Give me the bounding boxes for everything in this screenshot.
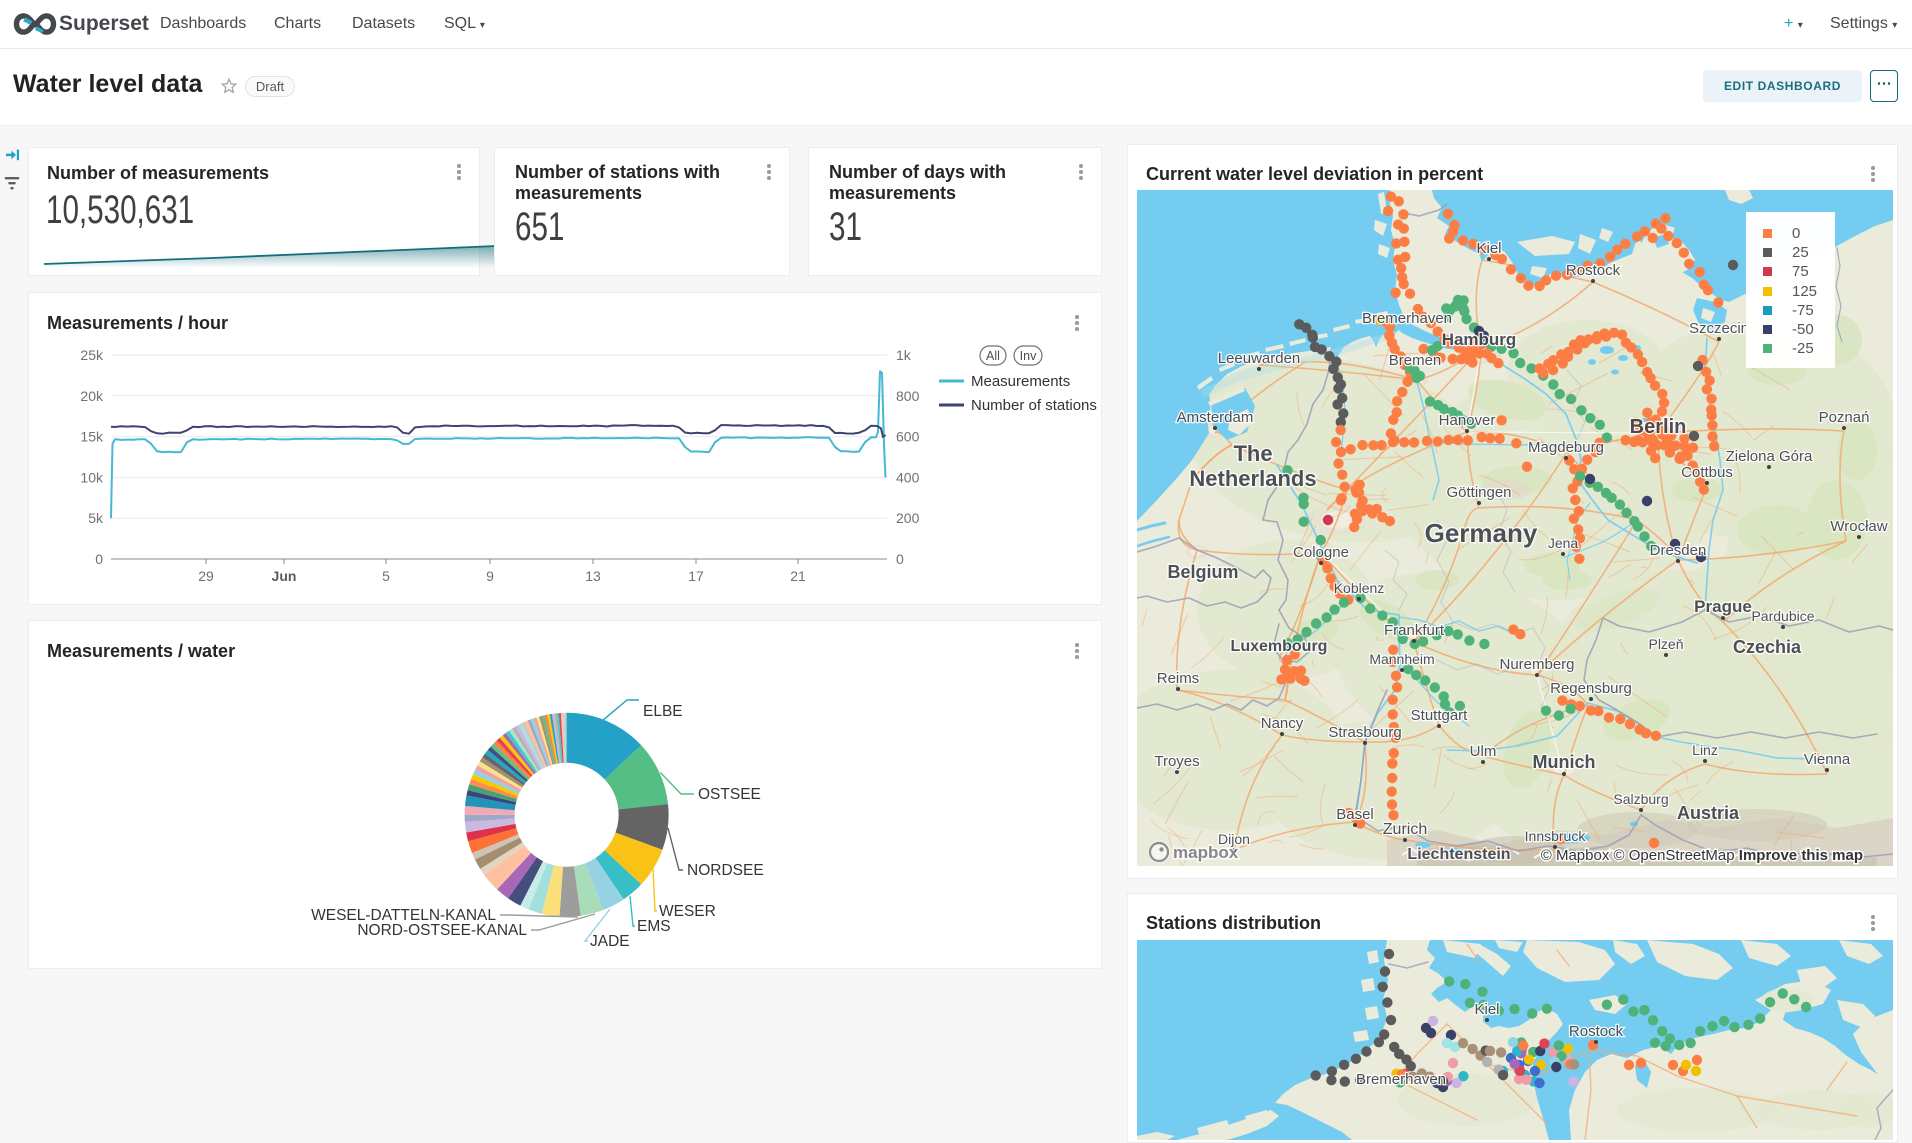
svg-text:Linz: Linz: [1692, 742, 1718, 758]
svg-text:17: 17: [688, 568, 704, 584]
svg-text:200: 200: [896, 510, 920, 526]
svg-text:Poznań: Poznań: [1819, 409, 1870, 426]
svg-text:125: 125: [1792, 283, 1817, 300]
svg-text:Amsterdam: Amsterdam: [1177, 409, 1254, 426]
svg-text:Strasbourg: Strasbourg: [1328, 724, 1401, 741]
svg-text:Inv: Inv: [1020, 349, 1037, 363]
svg-text:Plzeň: Plzeň: [1648, 636, 1683, 652]
svg-text:Nancy: Nancy: [1261, 715, 1304, 732]
svg-text:Leeuwarden: Leeuwarden: [1218, 350, 1301, 367]
svg-text:Dijon: Dijon: [1218, 831, 1250, 847]
svg-text:Frankfurt: Frankfurt: [1384, 622, 1445, 639]
svg-text:Netherlands: Netherlands: [1189, 466, 1316, 491]
svg-text:Liechtenstein: Liechtenstein: [1407, 846, 1510, 863]
svg-text:75: 75: [1792, 263, 1809, 280]
svg-text:Bremerhaven: Bremerhaven: [1356, 1071, 1446, 1088]
svg-text:Wrocław: Wrocław: [1830, 518, 1887, 535]
svg-text:25k: 25k: [80, 347, 104, 363]
svg-text:400: 400: [896, 469, 920, 485]
svg-text:JADE: JADE: [590, 933, 630, 950]
svg-text:Cottbus: Cottbus: [1681, 464, 1733, 481]
svg-text:600: 600: [896, 429, 920, 445]
svg-text:13: 13: [585, 568, 601, 584]
svg-text:Koblenz: Koblenz: [1334, 580, 1385, 596]
svg-text:ELBE: ELBE: [643, 703, 683, 720]
svg-text:Berlin: Berlin: [1630, 416, 1687, 438]
svg-text:29: 29: [198, 568, 214, 584]
svg-text:The: The: [1233, 441, 1272, 466]
svg-text:All: All: [986, 349, 1000, 363]
svg-text:Jun: Jun: [272, 568, 297, 584]
svg-text:Nuremberg: Nuremberg: [1499, 656, 1574, 673]
svg-text:800: 800: [896, 388, 920, 404]
svg-text:Salzburg: Salzburg: [1613, 791, 1668, 807]
svg-text:Rostock: Rostock: [1569, 1023, 1624, 1040]
svg-text:25: 25: [1792, 244, 1809, 261]
svg-text:Zurich: Zurich: [1383, 821, 1427, 838]
svg-text:NORD-OSTSEE-KANAL: NORD-OSTSEE-KANAL: [357, 922, 527, 939]
svg-text:Vienna: Vienna: [1804, 751, 1851, 768]
svg-text:Germany: Germany: [1425, 518, 1538, 548]
svg-text:Number of stations: Number of stations: [971, 397, 1097, 414]
svg-text:Rostock: Rostock: [1566, 262, 1621, 279]
svg-text:WESER: WESER: [659, 903, 716, 920]
svg-text:5: 5: [382, 568, 390, 584]
svg-text:Magdeburg: Magdeburg: [1528, 439, 1604, 456]
svg-text:Stuttgart: Stuttgart: [1411, 707, 1469, 724]
svg-text:Cologne: Cologne: [1293, 544, 1349, 561]
svg-text:EMS: EMS: [637, 918, 671, 935]
svg-text:5k: 5k: [88, 510, 104, 526]
svg-text:Göttingen: Göttingen: [1446, 484, 1511, 501]
svg-text:Luxembourg: Luxembourg: [1231, 638, 1328, 655]
svg-text:0: 0: [1792, 225, 1800, 242]
svg-text:Czechia: Czechia: [1733, 637, 1802, 657]
svg-text:© Mapbox © OpenStreetMap Impro: © Mapbox © OpenStreetMap Improve this ma…: [1541, 847, 1863, 864]
svg-text:Troyes: Troyes: [1154, 753, 1199, 770]
svg-text:Basel: Basel: [1336, 806, 1374, 823]
svg-text:Pardubice: Pardubice: [1751, 608, 1814, 624]
svg-text:Kiel: Kiel: [1476, 240, 1501, 257]
svg-text:Mannheim: Mannheim: [1369, 651, 1434, 667]
svg-text:Dresden: Dresden: [1650, 542, 1707, 559]
svg-text:Prague: Prague: [1694, 597, 1752, 616]
svg-text:mapbox: mapbox: [1173, 843, 1239, 862]
svg-text:10k: 10k: [80, 469, 104, 485]
svg-text:15k: 15k: [80, 429, 104, 445]
svg-text:NORDSEE: NORDSEE: [687, 862, 764, 879]
svg-text:Reims: Reims: [1157, 670, 1200, 687]
svg-text:Jena: Jena: [1548, 535, 1579, 551]
svg-text:Munich: Munich: [1533, 752, 1596, 772]
svg-text:Hamburg: Hamburg: [1442, 330, 1517, 349]
svg-text:9: 9: [486, 568, 494, 584]
svg-text:Zielona Góra: Zielona Góra: [1726, 448, 1813, 465]
svg-text:Innsbruck: Innsbruck: [1525, 828, 1587, 844]
svg-text:WESEL-DATTELN-KANAL: WESEL-DATTELN-KANAL: [311, 907, 496, 924]
svg-text:Austria: Austria: [1677, 803, 1740, 823]
svg-text:1k: 1k: [896, 347, 912, 363]
svg-text:Bremen: Bremen: [1389, 352, 1442, 369]
svg-text:-25: -25: [1792, 340, 1814, 357]
svg-text:Regensburg: Regensburg: [1550, 680, 1632, 697]
svg-text:Hanover: Hanover: [1439, 412, 1496, 429]
svg-text:Bremerhaven: Bremerhaven: [1362, 310, 1452, 327]
svg-text:Measurements: Measurements: [971, 373, 1070, 390]
svg-text:21: 21: [790, 568, 806, 584]
svg-text:Ulm: Ulm: [1470, 743, 1497, 760]
svg-text:-75: -75: [1792, 302, 1814, 319]
svg-text:0: 0: [896, 551, 904, 567]
svg-text:20k: 20k: [80, 388, 104, 404]
svg-text:OSTSEE: OSTSEE: [698, 786, 761, 803]
svg-text:Belgium: Belgium: [1167, 562, 1238, 582]
svg-text:-50: -50: [1792, 321, 1814, 338]
svg-text:Kiel: Kiel: [1474, 1001, 1499, 1018]
svg-text:0: 0: [95, 551, 103, 567]
svg-text:Szczecin: Szczecin: [1689, 320, 1749, 337]
